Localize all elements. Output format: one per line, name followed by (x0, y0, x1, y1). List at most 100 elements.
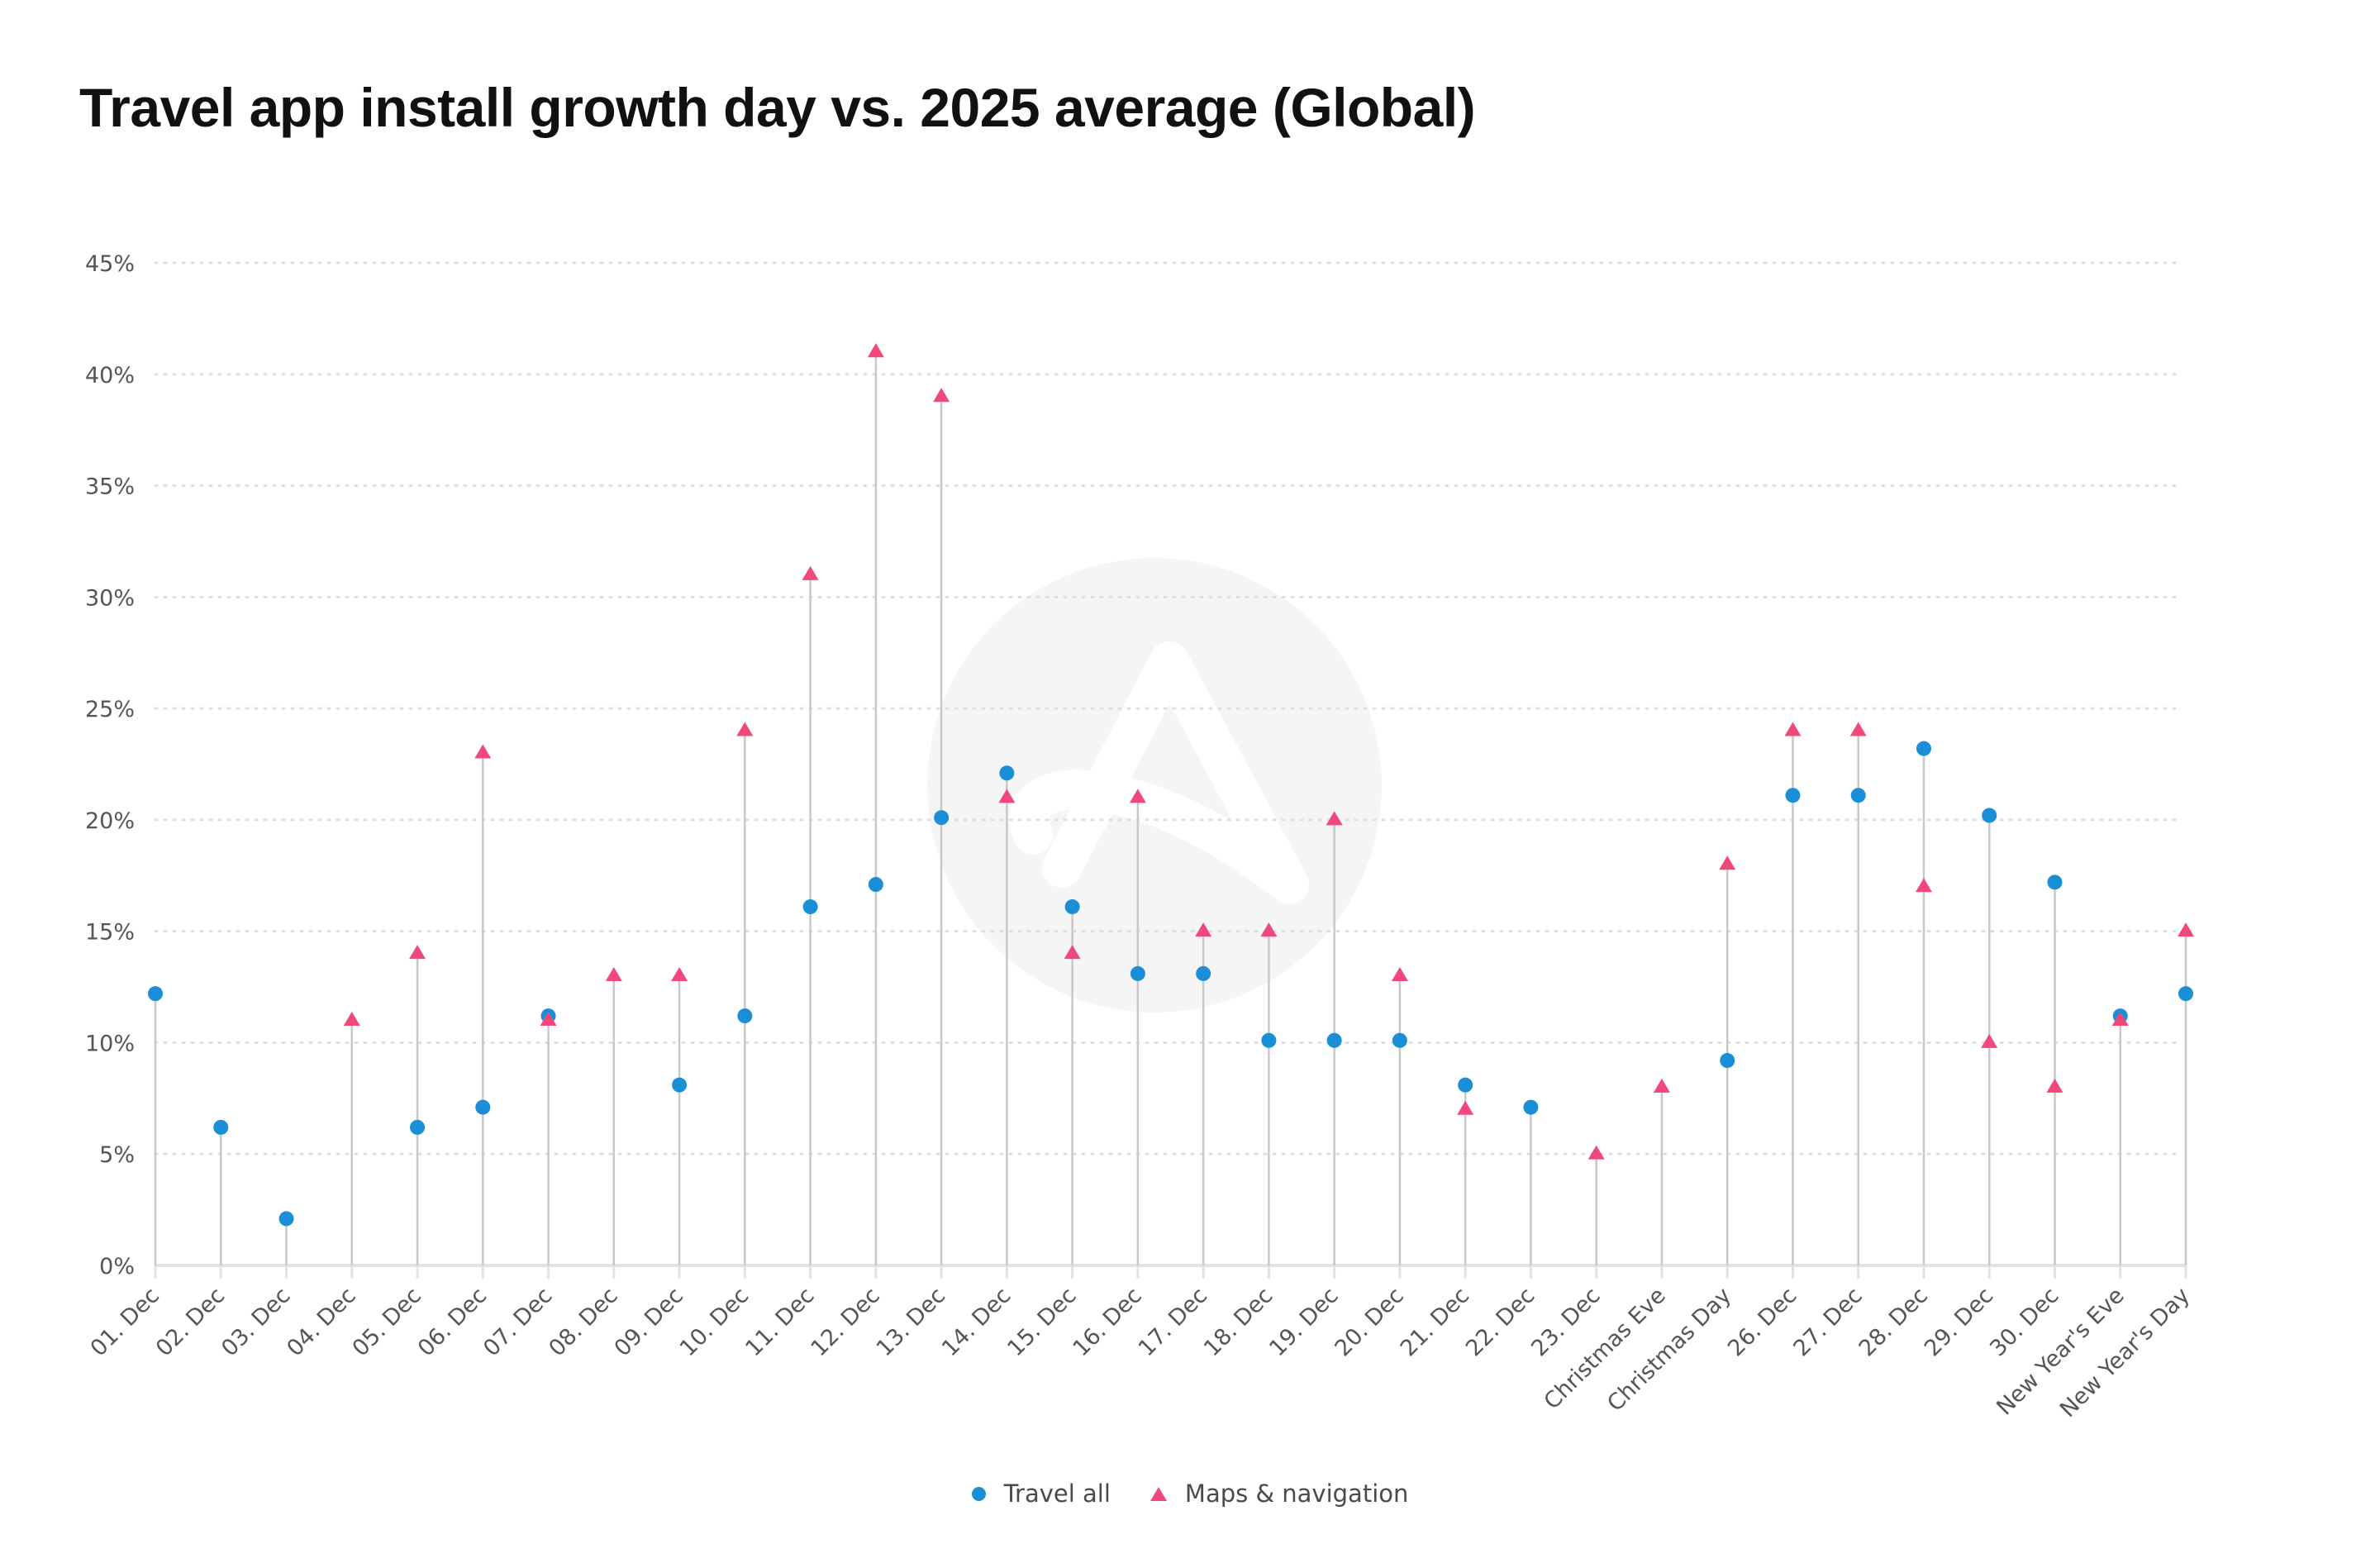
point-maps-navigation (1195, 922, 1212, 937)
legend-label: Maps & navigation (1184, 1480, 1409, 1508)
point-maps-navigation (1064, 945, 1081, 960)
point-maps-navigation (933, 388, 950, 403)
watermark-glyph (1009, 641, 1309, 904)
x-tick-label: 08. Dec (544, 1283, 622, 1361)
point-travel-all (1916, 741, 1931, 756)
y-tick-label: 25% (85, 697, 135, 722)
point-maps-navigation (1391, 967, 1408, 982)
x-tick-label: 26. Dec (1723, 1283, 1802, 1361)
x-tick-label: 21. Dec (1396, 1283, 1474, 1361)
point-maps-navigation (1587, 1145, 1605, 1160)
point-travel-all (1392, 1032, 1407, 1048)
point-travel-all (2178, 986, 2193, 1002)
point-travel-all (278, 1211, 294, 1227)
x-tick-label: 12. Dec (806, 1283, 884, 1361)
x-tick-label: 14. Dec (937, 1283, 1016, 1361)
legend-item-maps-navigation[interactable]: Maps & navigation (1150, 1480, 1408, 1508)
x-tick-label: 28. Dec (1854, 1283, 1933, 1361)
x-tick-label: 20. Dec (1330, 1283, 1409, 1361)
point-maps-navigation (1653, 1078, 1670, 1093)
point-maps-navigation (1260, 922, 1278, 937)
point-travel-all (999, 765, 1015, 781)
point-maps-navigation (1326, 811, 1343, 826)
legend-label: Travel all (1003, 1480, 1111, 1508)
x-tick-label: 06. Dec (413, 1283, 492, 1361)
x-tick-label: 05. Dec (348, 1283, 426, 1361)
y-axis: 0% 5% 10% 15% 20% 25% 30% 35% 40% 45% (85, 251, 135, 1279)
point-travel-all (672, 1077, 688, 1093)
x-tick-label: 17. Dec (1134, 1283, 1212, 1361)
point-maps-navigation (2178, 922, 2194, 937)
point-travel-all (1196, 965, 1211, 981)
legend-item-travel-all[interactable]: Travel all (971, 1480, 1111, 1508)
x-tick-label: 18. Dec (1199, 1283, 1278, 1361)
point-travel-all (148, 986, 163, 1002)
point-maps-navigation (1981, 1033, 1998, 1048)
point-travel-all (802, 899, 818, 915)
gridlines (154, 261, 2183, 1156)
point-travel-all (868, 877, 883, 893)
y-tick-label: 10% (85, 1031, 135, 1056)
point-maps-navigation (1784, 722, 1802, 736)
x-tick-label: 15. Dec (1002, 1283, 1081, 1361)
point-travel-all (1523, 1099, 1539, 1115)
y-tick-label: 35% (85, 474, 135, 500)
x-tick-label: 13. Dec (872, 1283, 950, 1361)
point-travel-all (475, 1099, 491, 1115)
circle-marker-icon (971, 1486, 986, 1501)
point-travel-all (410, 1119, 426, 1135)
point-maps-navigation (998, 789, 1016, 803)
point-maps-navigation (802, 565, 819, 580)
legend: Travel all Maps & navigation (0, 1480, 2380, 1508)
point-maps-navigation (867, 343, 884, 358)
point-maps-navigation (1129, 789, 1146, 803)
y-tick-label: 40% (85, 363, 135, 388)
point-maps-navigation (1719, 855, 1736, 870)
point-maps-navigation (1457, 1100, 1474, 1115)
point-travel-all (934, 810, 950, 826)
x-tick-label: 19. Dec (1264, 1283, 1343, 1361)
y-tick-label: 20% (85, 808, 135, 834)
point-maps-navigation (1849, 722, 1867, 736)
point-travel-all (1261, 1032, 1277, 1048)
y-tick-label: 5% (99, 1142, 135, 1168)
x-tick-label: 01. Dec (86, 1283, 164, 1361)
x-tick-label: 27. Dec (1788, 1283, 1867, 1361)
brand-logo-watermark-icon (927, 558, 1382, 1013)
point-maps-navigation (409, 945, 426, 960)
point-travel-all (1130, 965, 1145, 981)
point-maps-navigation (343, 1011, 360, 1026)
point-travel-all (1326, 1032, 1342, 1048)
x-tick-label: 04. Dec (282, 1283, 360, 1361)
x-tick-label: 02. Dec (151, 1283, 230, 1361)
point-travel-all (2047, 874, 2063, 890)
y-tick-label: 45% (85, 251, 135, 277)
x-tick-label: Christmas Eve (1540, 1283, 1671, 1414)
chart-title: Travel app install growth day vs. 2025 a… (79, 77, 1476, 138)
point-maps-navigation (2111, 1011, 2129, 1026)
x-tick-label: Christmas Day (1602, 1283, 1736, 1417)
x-tick-label: 16. Dec (1069, 1283, 1147, 1361)
point-maps-navigation (540, 1011, 557, 1026)
point-travel-all (213, 1119, 229, 1135)
point-maps-navigation (736, 722, 754, 736)
point-travel-all (1064, 899, 1080, 915)
point-travel-all (737, 1008, 753, 1024)
point-maps-navigation (474, 744, 492, 759)
x-tick-label: 09. Dec (610, 1283, 688, 1361)
y-tick-label: 0% (99, 1254, 135, 1279)
x-tick-label: 07. Dec (478, 1283, 557, 1361)
point-maps-navigation (2046, 1078, 2063, 1093)
point-travel-all (1458, 1077, 1473, 1093)
point-travel-all (1785, 788, 1801, 803)
point-travel-all (1982, 808, 1997, 823)
point-maps-navigation (1915, 878, 1932, 893)
point-maps-navigation (671, 967, 688, 982)
triangle-marker-icon (1150, 1486, 1167, 1501)
y-tick-label: 15% (85, 920, 135, 946)
y-tick-label: 30% (85, 585, 135, 611)
point-travel-all (1720, 1053, 1735, 1069)
x-tick-label: 22. Dec (1461, 1283, 1540, 1361)
